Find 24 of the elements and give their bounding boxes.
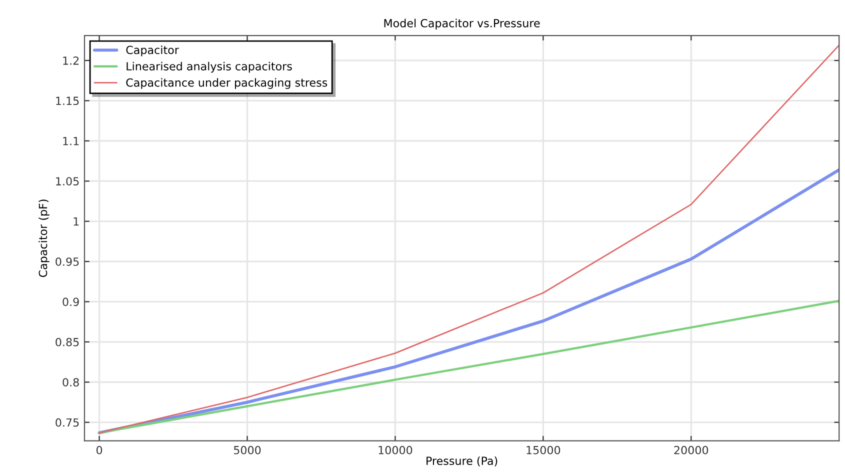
- legend-label: Capacitor: [126, 46, 179, 56]
- y-tick-label: 1: [74, 217, 79, 226]
- y-tick-label: 0.9: [62, 298, 79, 306]
- x-tick-label: 20000: [674, 446, 708, 454]
- line-series: [98, 168, 840, 434]
- y-tick-label: 1.05: [56, 177, 79, 186]
- y-tick-label: 1.15: [56, 96, 79, 106]
- x-tick-label: 5000: [234, 446, 261, 454]
- x-tick-label: 15000: [526, 446, 560, 454]
- y-tick-label: 0.75: [56, 418, 79, 427]
- y-tick-label: 1.1: [63, 137, 79, 146]
- y-tick-label: 0.95: [56, 257, 79, 266]
- x-tick-label: 10000: [378, 446, 412, 454]
- legend-label: Capacitance under packaging stress: [126, 78, 328, 89]
- chart-title: Model Capacitor vs.Pressure: [384, 18, 540, 30]
- line-series: [98, 44, 840, 434]
- x-axis-title: Pressure (Pa): [426, 456, 498, 466]
- line-series: [98, 300, 840, 434]
- y-tick-label: 1.2: [63, 56, 79, 65]
- legend-label: Linearised analysis capacitors: [126, 62, 292, 73]
- y-tick-label: 0.85: [56, 338, 79, 346]
- y-tick-label: 0.8: [62, 378, 79, 386]
- y-axis-title: Capacitor (pF): [38, 200, 50, 278]
- x-tick-label: 0: [96, 446, 102, 454]
